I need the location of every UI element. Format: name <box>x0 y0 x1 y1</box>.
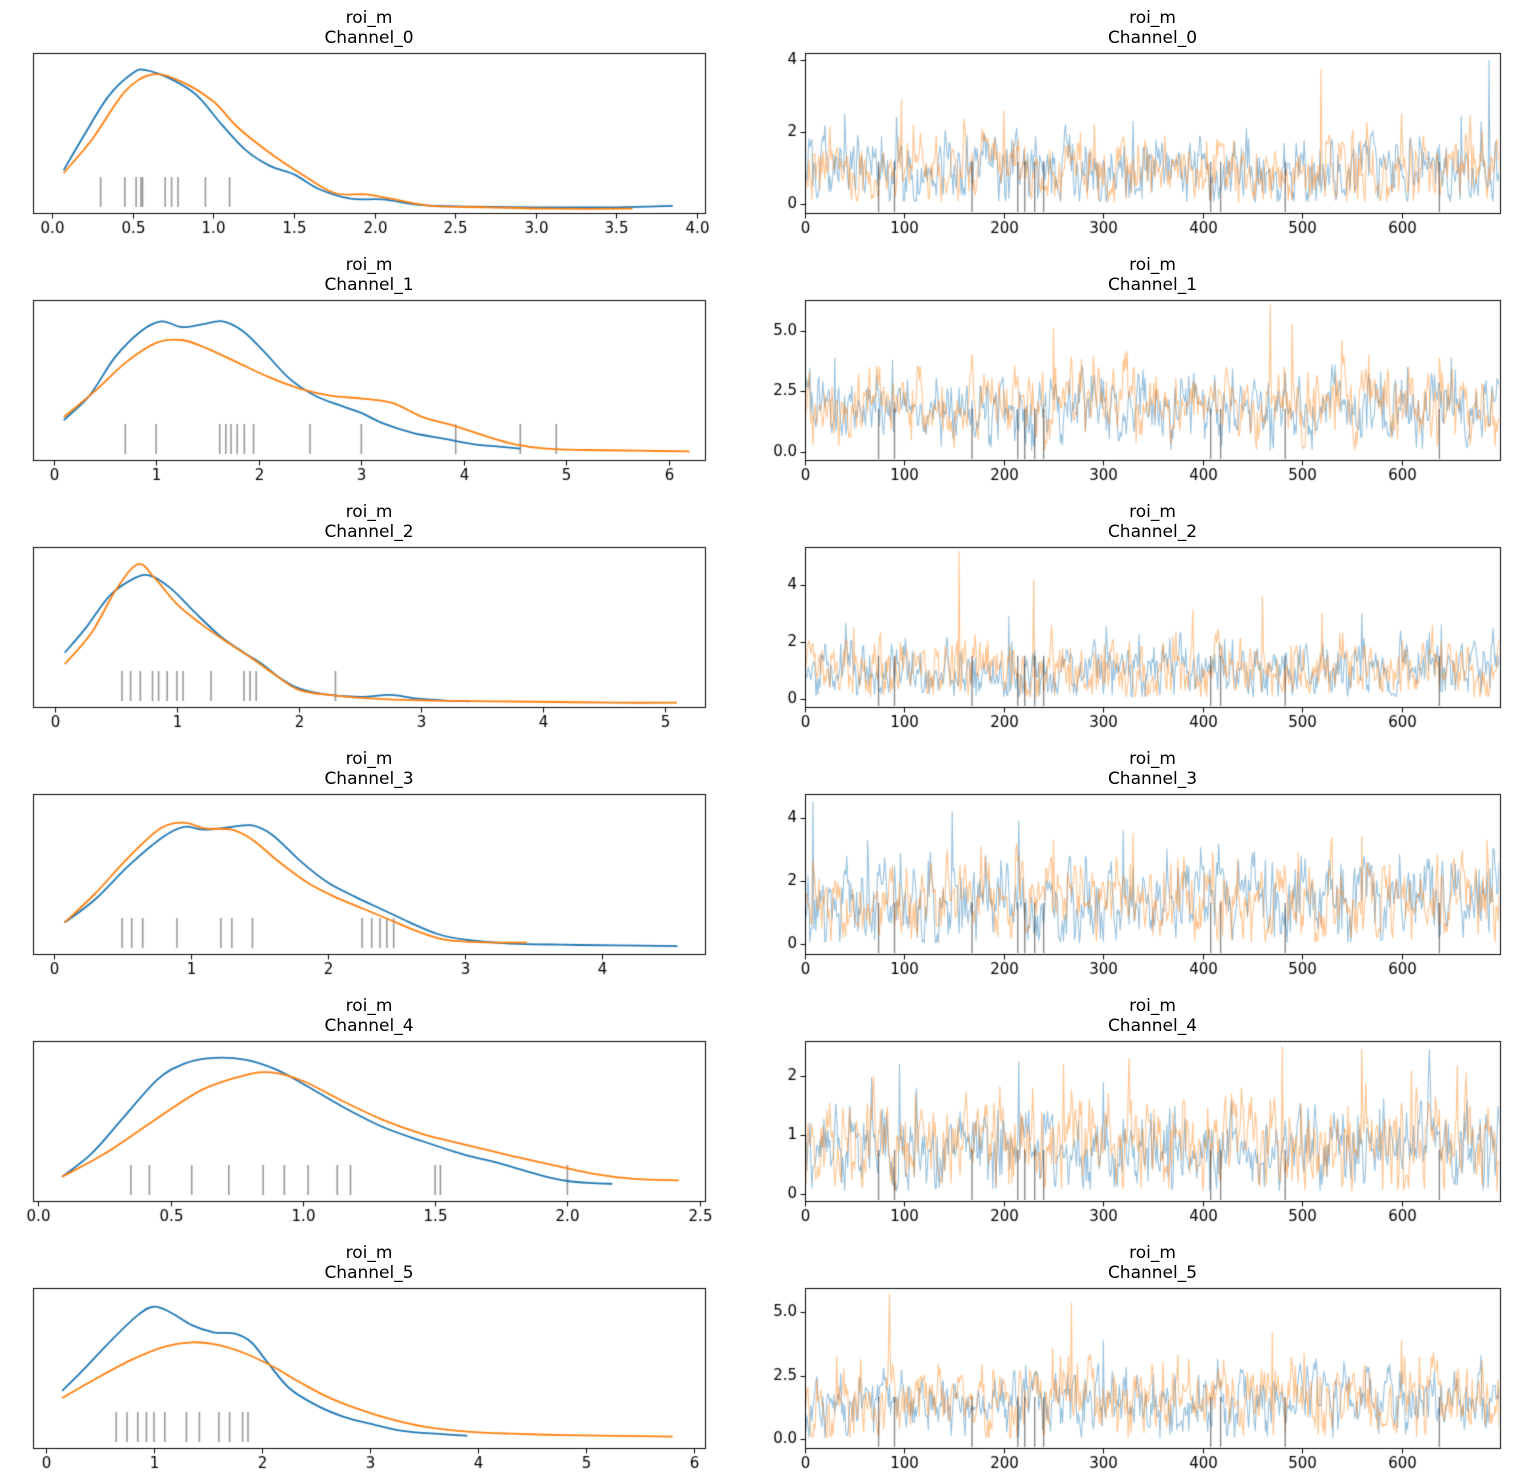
panel-title: roi_m <box>1129 1243 1176 1263</box>
panel-timeseries-channel-0: roi_m Channel_0 <box>757 0 1514 247</box>
panel-subtitle: Channel_3 <box>1107 769 1198 790</box>
panel-subtitle: Channel_2 <box>1107 522 1198 543</box>
panel-title: roi_m <box>345 8 393 28</box>
panel-caption: roi_m Channel_5 <box>0 1235 757 1284</box>
panel-subtitle: Channel_1 <box>324 275 414 296</box>
panel-subtitle: Channel_3 <box>324 769 414 790</box>
panel-title: roi_m <box>345 996 393 1016</box>
panel-caption: roi_m Channel_0 <box>757 0 1514 49</box>
panel-caption: roi_m Channel_2 <box>0 494 757 543</box>
panel-caption: roi_m Channel_5 <box>757 1235 1514 1284</box>
kde-plot-channel-0 <box>0 47 757 247</box>
timeseries-plot-channel-3 <box>757 788 1514 988</box>
kde-plot-channel-2 <box>0 541 757 741</box>
timeseries-plot-channel-5 <box>757 1282 1514 1482</box>
panel-kde-channel-4: roi_m Channel_4 <box>0 988 757 1235</box>
timeseries-plot-channel-1 <box>757 294 1514 494</box>
panel-caption: roi_m Channel_2 <box>757 494 1514 543</box>
panel-title: roi_m <box>345 255 393 275</box>
panel-timeseries-channel-4: roi_m Channel_4 <box>757 988 1514 1235</box>
panel-subtitle: Channel_5 <box>1107 1263 1198 1284</box>
panel-caption: roi_m Channel_4 <box>757 988 1514 1037</box>
panel-title: roi_m <box>345 1243 393 1263</box>
kde-plot-channel-4 <box>0 1035 757 1235</box>
panel-caption: roi_m Channel_3 <box>757 741 1514 790</box>
panel-subtitle: Channel_4 <box>324 1016 414 1037</box>
kde-plot-channel-5 <box>0 1282 757 1482</box>
panel-caption: roi_m Channel_1 <box>0 247 757 296</box>
timeseries-plot-channel-2 <box>757 541 1514 741</box>
panel-caption: roi_m Channel_0 <box>0 0 757 49</box>
panel-subtitle: Channel_5 <box>324 1263 414 1284</box>
panel-caption: roi_m Channel_3 <box>0 741 757 790</box>
panel-kde-channel-5: roi_m Channel_5 <box>0 1235 757 1482</box>
panel-title: roi_m <box>1129 255 1176 275</box>
panel-kde-channel-2: roi_m Channel_2 <box>0 494 757 741</box>
panel-title: roi_m <box>1129 996 1176 1016</box>
panel-title: roi_m <box>345 749 393 769</box>
timeseries-plot-channel-4 <box>757 1035 1514 1235</box>
panel-subtitle: Channel_0 <box>324 28 414 49</box>
panel-timeseries-channel-2: roi_m Channel_2 <box>757 494 1514 741</box>
panel-caption: roi_m Channel_4 <box>0 988 757 1037</box>
panel-title: roi_m <box>1129 8 1176 28</box>
kde-plot-channel-1 <box>0 294 757 494</box>
panel-kde-channel-0: roi_m Channel_0 <box>0 0 757 247</box>
panel-subtitle: Channel_0 <box>1107 28 1198 49</box>
kde-plot-channel-3 <box>0 788 757 988</box>
panel-timeseries-channel-1: roi_m Channel_1 <box>757 247 1514 494</box>
timeseries-plot-channel-0 <box>757 47 1514 247</box>
panel-caption: roi_m Channel_1 <box>757 247 1514 296</box>
panel-subtitle: Channel_1 <box>1107 275 1198 296</box>
panel-subtitle: Channel_4 <box>1107 1016 1198 1037</box>
panel-title: roi_m <box>345 502 393 522</box>
panel-title: roi_m <box>1129 749 1176 769</box>
panel-timeseries-channel-5: roi_m Channel_5 <box>757 1235 1514 1482</box>
panel-timeseries-channel-3: roi_m Channel_3 <box>757 741 1514 988</box>
panel-kde-channel-1: roi_m Channel_1 <box>0 247 757 494</box>
panel-kde-channel-3: roi_m Channel_3 <box>0 741 757 988</box>
panel-subtitle: Channel_2 <box>324 522 414 543</box>
panel-title: roi_m <box>1129 502 1176 522</box>
